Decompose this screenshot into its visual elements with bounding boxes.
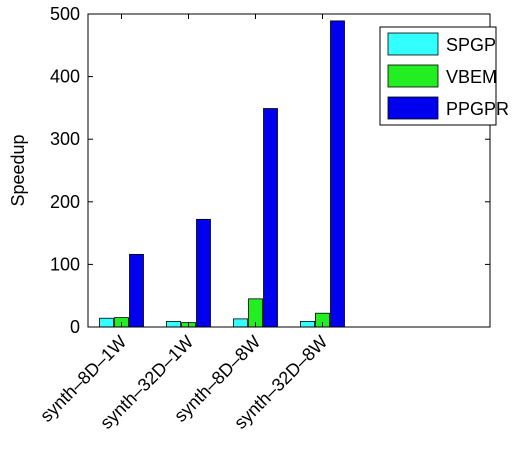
bar-spgp-4 [300, 320, 315, 328]
bar-spgp-3 [233, 318, 248, 328]
legend-label-vbem: VBEM [446, 67, 497, 87]
y-tick-label: 400 [50, 67, 80, 87]
y-axis-label: Speedup [8, 134, 28, 206]
legend-swatch-vbem [387, 64, 439, 88]
legend-label-spgp: SPGP [446, 35, 496, 55]
y-tick-label: 500 [50, 4, 80, 24]
legend-swatch-spgp [387, 32, 439, 56]
y-tick-label: 300 [50, 129, 80, 149]
axes-box [87, 13, 491, 328]
bar-ppgpr-2 [196, 218, 211, 328]
y-tick-label: 100 [50, 254, 80, 274]
legend: SPGP VBEM PPGPR [379, 26, 509, 126]
bar-ppgpr-4 [330, 20, 345, 328]
bar-ppgpr-3 [263, 108, 278, 328]
bar-ppgpr-1 [129, 253, 144, 328]
bar-spgp-2 [166, 320, 181, 328]
legend-label-ppgpr: PPGPR [446, 99, 509, 119]
bar-spgp-1 [99, 317, 114, 328]
legend-swatch-ppgpr [387, 96, 439, 120]
y-tick-label: 0 [70, 317, 80, 337]
y-tick-label: 200 [50, 192, 80, 212]
